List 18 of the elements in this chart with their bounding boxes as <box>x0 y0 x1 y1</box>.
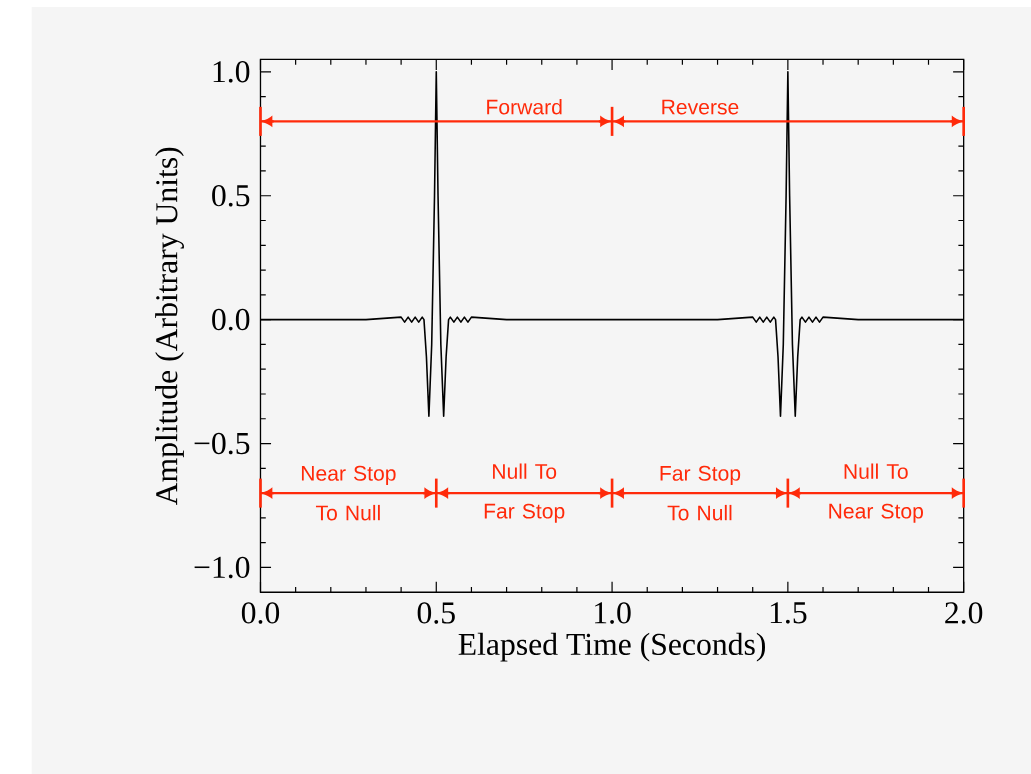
annotation: Forward <box>487 98 562 115</box>
y-tick-label: 1.0 <box>213 60 250 83</box>
x-tick-label: 0.0 <box>241 601 280 624</box>
x-tick-label: 0.5 <box>417 601 455 624</box>
y-tick-label: −1.0 <box>194 556 250 578</box>
y-tick-label: 0.5 <box>212 184 250 207</box>
annotation: Null To Near Stop <box>829 463 923 523</box>
x-tick-label: 2.0 <box>945 601 983 624</box>
y-axis-title: Amplitude (Arbitrary Units) <box>155 147 184 505</box>
x-axis-title: Elapsed Time (Seconds) <box>458 632 766 662</box>
annotation: Reverse <box>662 99 739 115</box>
y-tick-label: 0.0 <box>212 308 250 331</box>
x-tick-label: 1.5 <box>770 601 807 624</box>
x-tick-label: 1.0 <box>595 601 631 624</box>
annotation: Near Stop To Null <box>301 465 396 521</box>
annotation: Far Stop To Null <box>660 465 741 521</box>
annotation: Null To Far Stop <box>484 463 565 523</box>
y-tick-label: −0.5 <box>194 432 250 455</box>
